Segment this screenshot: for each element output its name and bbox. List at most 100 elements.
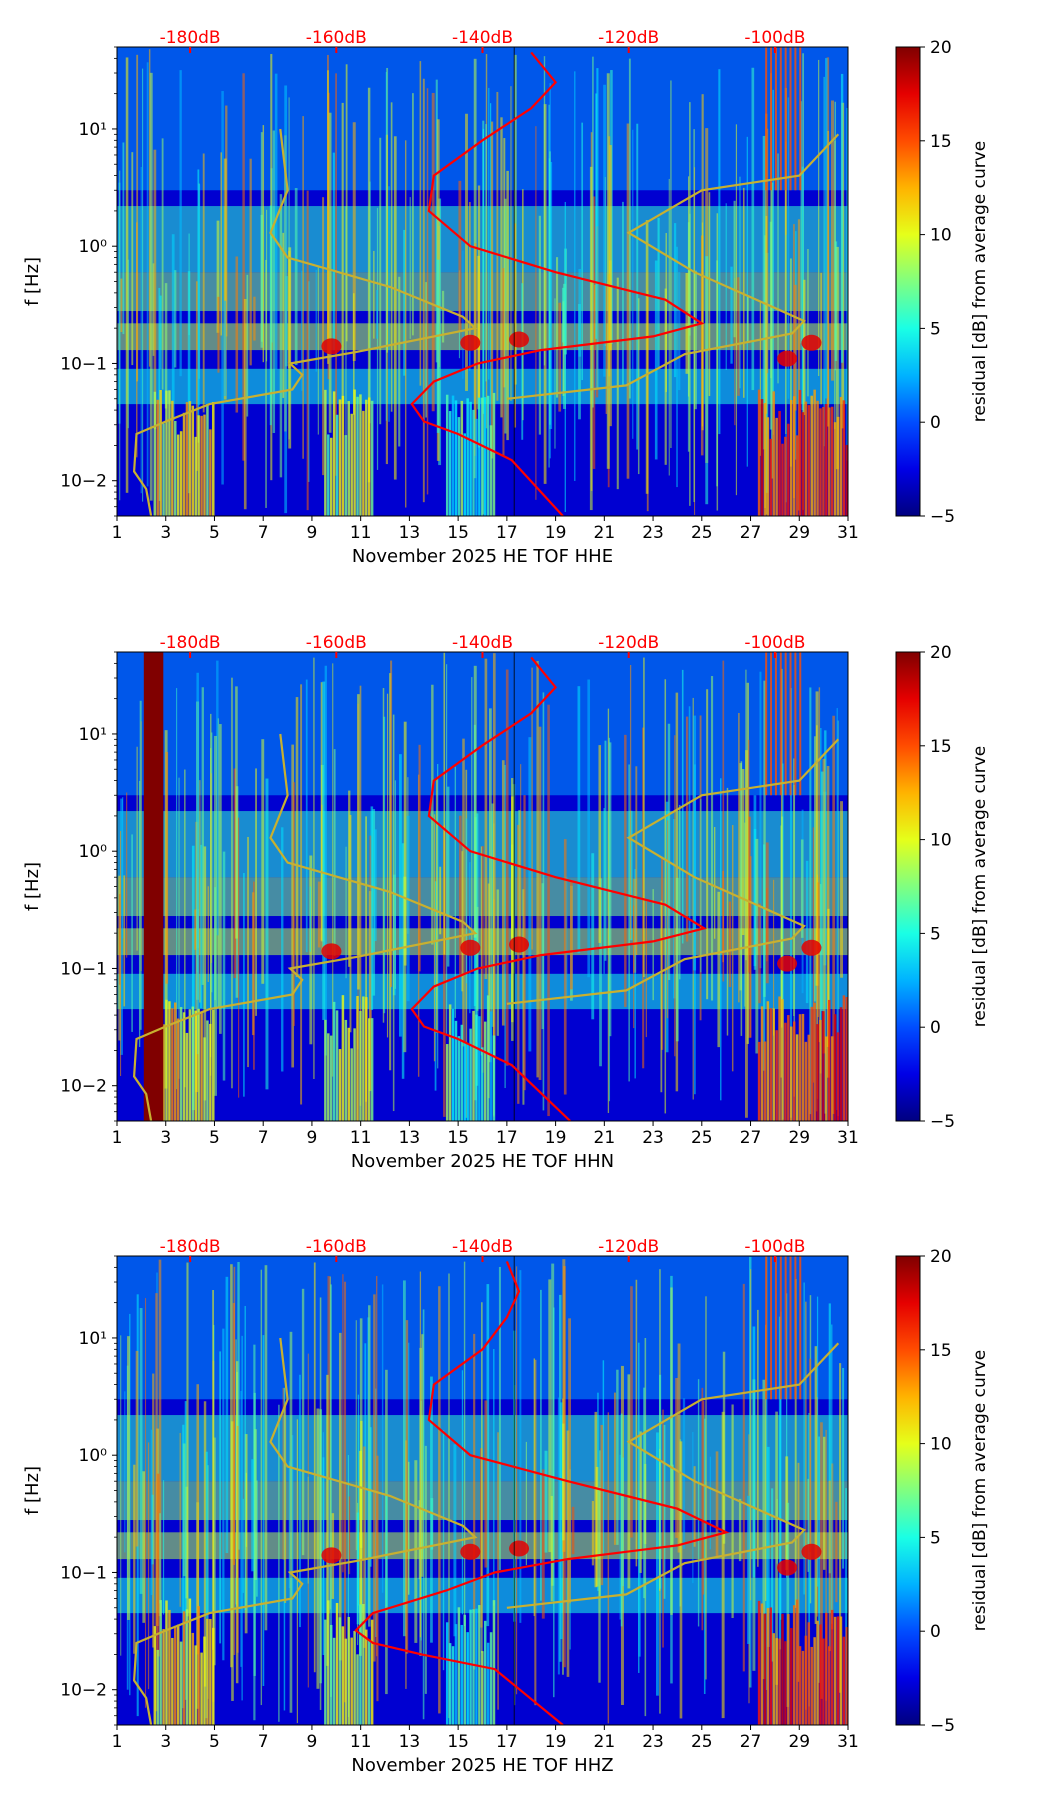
residual-streak bbox=[636, 123, 639, 450]
residual-hot-streak bbox=[833, 1014, 837, 1121]
residual-streak bbox=[315, 269, 317, 372]
residual-streak bbox=[158, 287, 161, 501]
residual-streak bbox=[119, 170, 121, 501]
residual-streak bbox=[762, 844, 766, 1071]
residual-streak bbox=[678, 804, 681, 980]
residual-streak bbox=[238, 817, 240, 1098]
residual-streak bbox=[701, 1387, 704, 1631]
residual-streak bbox=[184, 1401, 187, 1700]
residual-streak bbox=[390, 102, 393, 412]
residual-hot-streak bbox=[810, 1646, 813, 1725]
residual-streak bbox=[666, 820, 669, 1019]
residual-hot-streak bbox=[483, 1021, 487, 1121]
residual-hot-streak bbox=[801, 412, 805, 516]
residual-streak bbox=[638, 1492, 641, 1657]
residual-streak bbox=[656, 1432, 659, 1696]
residual-hot-streak bbox=[176, 434, 180, 516]
residual-hot-streak bbox=[469, 1609, 472, 1725]
residual-hot-streak bbox=[816, 1024, 819, 1121]
residual-hot-streak bbox=[194, 436, 197, 516]
residual-hot-streak bbox=[353, 389, 356, 516]
residual-streak bbox=[480, 846, 482, 1056]
x-tick-label: 27 bbox=[740, 523, 762, 543]
residual-streak bbox=[743, 187, 745, 398]
residual-hot-streak bbox=[472, 1010, 475, 1121]
residual-hot-streak bbox=[353, 1028, 356, 1121]
residual-streak bbox=[144, 1298, 147, 1708]
residual-hot-streak bbox=[833, 422, 837, 516]
residual-streak bbox=[244, 1305, 246, 1611]
y-tick-label: 10¹ bbox=[79, 725, 107, 745]
y-axis-label: f [Hz] bbox=[22, 1466, 43, 1515]
residual-streak bbox=[619, 1454, 621, 1620]
residual-streak bbox=[330, 1284, 332, 1697]
residual-hot-streak bbox=[830, 406, 834, 516]
residual-hot-streak bbox=[492, 392, 496, 516]
residual-streak bbox=[481, 1302, 483, 1653]
residual-hot-streak bbox=[324, 389, 327, 516]
residual-hot-streak bbox=[168, 1609, 171, 1725]
residual-hot-streak bbox=[329, 1624, 333, 1725]
residual-streak bbox=[708, 192, 711, 397]
residual-streak bbox=[746, 296, 749, 343]
residual-streak bbox=[139, 700, 142, 1030]
x-tick-label: 1 bbox=[112, 1732, 123, 1752]
residual-hot-streak bbox=[781, 1613, 784, 1725]
residual-hot-streak bbox=[332, 391, 336, 516]
residual-streak bbox=[616, 277, 619, 490]
residual-streak bbox=[210, 732, 213, 993]
residual-hot-streak bbox=[469, 401, 472, 516]
residual-streak bbox=[710, 676, 714, 1001]
residual-streak bbox=[383, 716, 386, 1014]
residual-streak bbox=[386, 693, 389, 1038]
residual-hot-streak bbox=[778, 996, 781, 1121]
colorbar-label: residual [dB] from average curve bbox=[970, 1350, 990, 1631]
x-tick-label: 29 bbox=[788, 1128, 810, 1148]
residual-streak bbox=[342, 1274, 344, 1573]
residual-hot-streak bbox=[784, 436, 787, 516]
residual-streak bbox=[500, 117, 503, 418]
residual-hot-streak bbox=[362, 996, 365, 1121]
residual-streak bbox=[426, 88, 429, 495]
residual-streak bbox=[298, 1374, 301, 1628]
residual-streak bbox=[459, 815, 462, 977]
residual-streak bbox=[842, 1367, 845, 1569]
x-tick-label: 7 bbox=[258, 523, 269, 543]
residual-band bbox=[117, 652, 848, 796]
x-tick-label: 13 bbox=[399, 1128, 421, 1148]
residual-hot-streak bbox=[445, 394, 449, 516]
residual-hot-streak bbox=[445, 1044, 449, 1121]
residual-streak bbox=[447, 786, 450, 967]
residual-streak bbox=[232, 1302, 236, 1565]
residual-streak bbox=[442, 1430, 445, 1671]
residual-streak bbox=[465, 113, 468, 391]
residual-hot-streak bbox=[790, 400, 793, 516]
residual-streak bbox=[797, 219, 801, 511]
residual-hot-streak bbox=[362, 410, 365, 516]
residual-streak bbox=[733, 200, 736, 338]
residual-streak bbox=[157, 1473, 160, 1657]
residual-streak bbox=[678, 272, 681, 391]
residual-hf-streak bbox=[774, 1256, 777, 1400]
residual-streak bbox=[284, 85, 288, 514]
residual-hot-streak bbox=[209, 1618, 212, 1725]
residual-hf-streak bbox=[770, 47, 773, 191]
residual-streak bbox=[322, 1432, 324, 1597]
residual-hot-streak bbox=[206, 1020, 209, 1121]
residual-hot-streak bbox=[176, 1624, 180, 1725]
residual-streak bbox=[835, 246, 839, 470]
residual-streak bbox=[201, 687, 204, 985]
residual-streak bbox=[735, 124, 738, 496]
x-tick-label: 23 bbox=[642, 1128, 664, 1148]
residual-hot-streak bbox=[778, 1638, 781, 1725]
residual-hot-streak bbox=[367, 1018, 371, 1121]
residual-hot-streak bbox=[463, 433, 466, 516]
residual-streak bbox=[563, 839, 567, 1095]
residual-streak bbox=[214, 735, 217, 1096]
residual-streak bbox=[341, 102, 344, 404]
residual-streak bbox=[822, 758, 826, 1054]
residual-streak bbox=[628, 764, 630, 1082]
plot-area bbox=[117, 1256, 848, 1725]
